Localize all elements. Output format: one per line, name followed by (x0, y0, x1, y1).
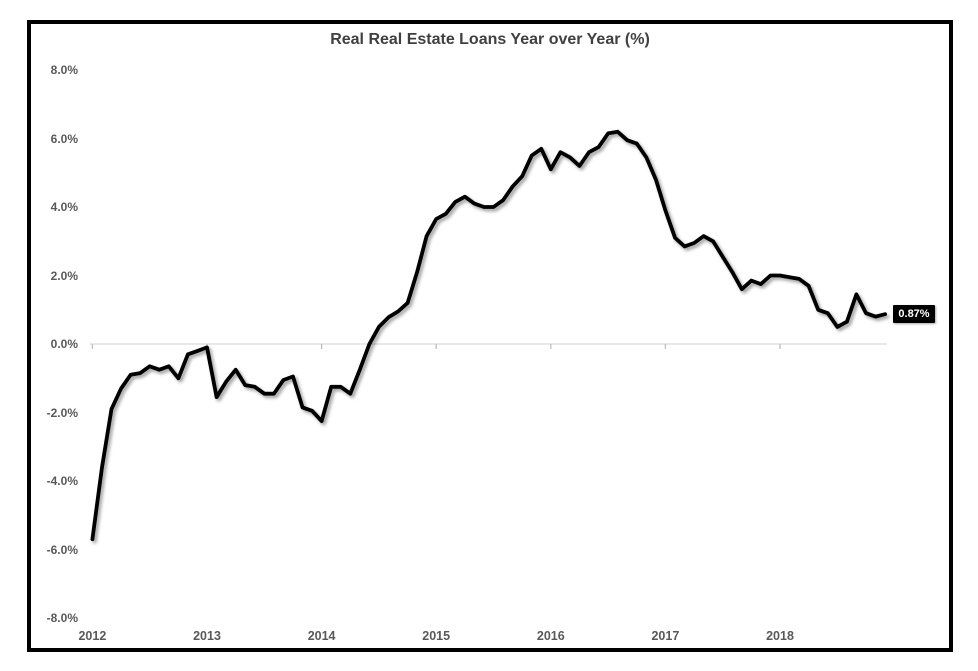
x-tick-label: 2018 (766, 629, 794, 643)
y-tick-label: 6.0% (50, 131, 78, 146)
data-line (90, 129, 887, 542)
chart-title: Real Real Estate Loans Year over Year (%… (330, 31, 650, 48)
y-tick-label: -2.0% (46, 405, 78, 420)
chart-border-frame (27, 20, 953, 652)
x-tick-label: 2012 (78, 629, 107, 643)
x-tick-label: 2016 (536, 629, 565, 643)
x-axis-ticks (91, 344, 781, 349)
x-tick-label: 2015 (422, 629, 451, 643)
y-tick-label: 8.0% (50, 63, 78, 77)
y-tick-label: 4.0% (50, 200, 78, 214)
y-tick-label: 0.0% (50, 337, 78, 351)
y-tick-label: 2.0% (50, 268, 78, 283)
y-tick-label: -8.0% (46, 611, 78, 625)
y-tick-label: -6.0% (46, 542, 78, 557)
y-tick-label: -4.0% (46, 474, 78, 488)
x-tick-label: 2013 (193, 629, 221, 643)
last-value-label: 0.87% (893, 305, 935, 323)
x-tick-label: 2017 (651, 629, 680, 643)
x-tick-label: 2014 (307, 629, 336, 643)
